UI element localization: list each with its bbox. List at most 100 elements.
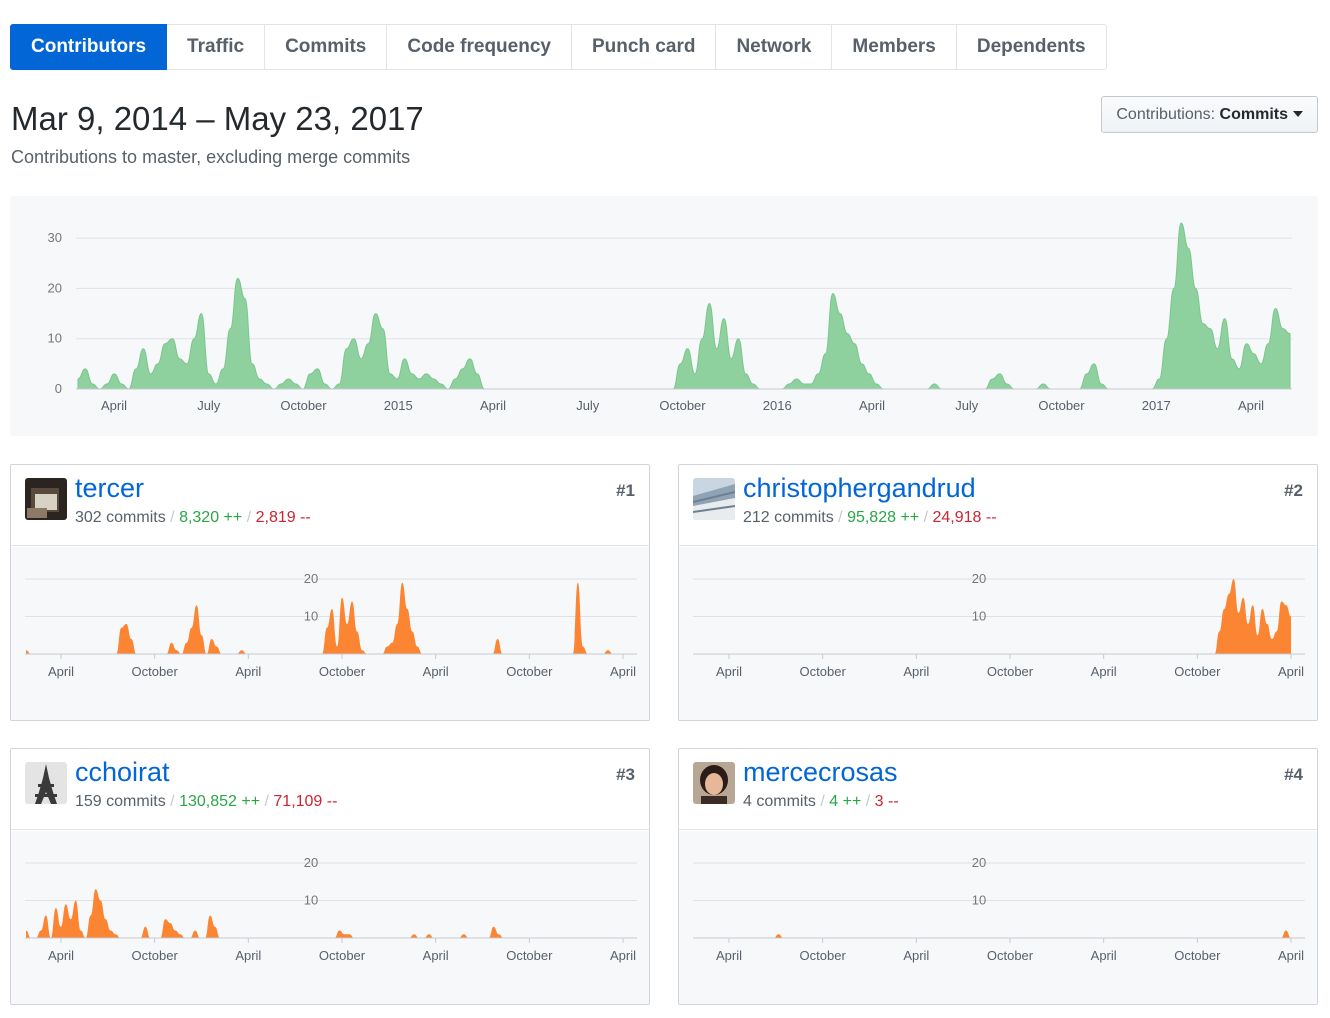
series-area [26, 889, 623, 938]
x-tick-label: April [480, 398, 506, 413]
contributor-chart[interactable]: 10 20 April October April October April October… [11, 547, 649, 720]
x-tick-label: October [987, 948, 1034, 963]
x-tick-label: October [506, 664, 553, 679]
x-tick-label: April [610, 948, 636, 963]
y-tick-label: 10 [972, 893, 986, 908]
contributions-select-value: Commits [1219, 106, 1288, 123]
avatar[interactable] [693, 478, 735, 520]
contributor-login[interactable]: cchoirat [75, 757, 170, 787]
main-commits-chart[interactable]: 0 10 20 30 April July October 2015 April July Octo… [10, 196, 1318, 436]
contributor-stats: 159 commits / 130,852 ++ / 71,109 -- [75, 793, 337, 811]
x-tick-label: April [1278, 664, 1304, 679]
x-tick-label: October [319, 664, 366, 679]
series-area [77, 222, 1291, 390]
x-tick-label: October [319, 948, 366, 963]
x-tick-label: April [101, 398, 127, 413]
avatar[interactable] [25, 478, 67, 520]
x-tick-label: October [506, 948, 553, 963]
x-tick-label: 2017 [1142, 398, 1171, 413]
x-tick-label: April [716, 948, 742, 963]
series-area [694, 579, 1291, 654]
y-tick-label: 10 [48, 331, 62, 346]
x-tick-label: October [280, 398, 327, 413]
tab-members[interactable]: Members [832, 24, 957, 70]
commit-count: 159 commits [75, 793, 166, 810]
separator: / [865, 793, 871, 810]
x-tick-label: April [1091, 948, 1117, 963]
contributor-rank: #1 [616, 481, 635, 500]
contributor-stats: 212 commits / 95,828 ++ / 24,918 -- [743, 509, 997, 527]
x-tick-label: April [716, 664, 742, 679]
series-area [26, 582, 623, 654]
contributor-chart[interactable]: 10 20 April October April October April October… [679, 547, 1317, 720]
tab-contributors[interactable]: Contributors [10, 24, 168, 70]
avatar[interactable] [693, 762, 735, 804]
avatar[interactable] [25, 762, 67, 804]
x-tick-label: April [48, 664, 74, 679]
x-tick-label: April [1278, 948, 1304, 963]
contributor-chart[interactable]: 10 20 April October April October April October… [679, 831, 1317, 1004]
separator: / [170, 509, 175, 526]
tab-punch-card[interactable]: Punch card [571, 24, 717, 70]
contributor-login[interactable]: christophergandrud [743, 473, 976, 503]
separator: / [820, 793, 825, 810]
contributor-card: mercecrosas 4 commits / 4 ++ / 3 -- #4 1… [678, 748, 1318, 1005]
x-tick-label: April [48, 948, 74, 963]
x-tick-label: April [1091, 664, 1117, 679]
separator: / [246, 509, 252, 526]
y-tick-label: 20 [972, 855, 986, 870]
y-tick-label: 20 [304, 571, 318, 586]
x-tick-label: 2016 [763, 398, 792, 413]
deletions-count: 2,819 -- [255, 509, 311, 526]
x-tick-label: April [610, 664, 636, 679]
contributor-card-header: tercer 302 commits / 8,320 ++ / 2,819 --… [11, 465, 649, 546]
x-tick-label: October [132, 948, 179, 963]
commit-count: 4 commits [743, 793, 816, 810]
y-tick-label: 10 [304, 893, 318, 908]
contributor-chart-svg: 10 20 April October April October April October… [25, 571, 637, 679]
separator: / [838, 509, 843, 526]
separator: / [923, 509, 929, 526]
contributor-chart-svg: 10 20 April October April October April October… [25, 855, 637, 963]
tab-code-frequency[interactable]: Code frequency [387, 24, 572, 70]
contributor-stats: 302 commits / 8,320 ++ / 2,819 -- [75, 509, 311, 527]
contributor-chart-svg: 10 20 April October April October April October… [693, 855, 1305, 963]
commit-count: 212 commits [743, 509, 834, 526]
contributor-card-header: mercecrosas 4 commits / 4 ++ / 3 -- #4 [679, 749, 1317, 830]
contributor-login[interactable]: mercecrosas [743, 757, 898, 787]
deletions-count: 24,918 -- [932, 509, 997, 526]
contributor-card: cchoirat 159 commits / 130,852 ++ / 71,1… [10, 748, 650, 1005]
contributor-rank: #4 [1284, 765, 1303, 784]
x-tick-label: April [903, 664, 929, 679]
additions-count: 8,320 ++ [179, 509, 243, 526]
y-tick-label: 0 [55, 381, 62, 396]
contributor-chart-svg: 10 20 April October April October April October… [693, 571, 1305, 679]
x-tick-label: April [235, 948, 261, 963]
series-area [694, 930, 1291, 938]
contributor-stats: 4 commits / 4 ++ / 3 -- [743, 793, 899, 811]
y-tick-label: 10 [304, 609, 318, 624]
deletions-count: 3 -- [874, 793, 899, 810]
x-tick-label: October [132, 664, 179, 679]
contributor-rank: #2 [1284, 481, 1303, 500]
x-tick-label: July [955, 398, 979, 413]
date-range-title: Mar 9, 2014 – May 23, 2017 [11, 100, 424, 137]
separator: / [264, 793, 269, 810]
contributor-card-header: christophergandrud 212 commits / 95,828 … [679, 465, 1317, 546]
x-tick-label: October [800, 664, 847, 679]
y-tick-label: 20 [972, 571, 986, 586]
x-tick-label: October [987, 664, 1034, 679]
tab-network[interactable]: Network [716, 24, 833, 70]
x-tick-label: April [235, 664, 261, 679]
contributor-chart[interactable]: 10 20 April October April October April October… [11, 831, 649, 1004]
tab-traffic[interactable]: Traffic [167, 24, 266, 70]
additions-count: 4 ++ [829, 793, 862, 810]
contributions-type-select[interactable]: Contributions: Commits [1101, 96, 1318, 133]
tab-commits[interactable]: Commits [265, 24, 388, 70]
x-tick-label: July [197, 398, 221, 413]
x-tick-label: October [1038, 398, 1085, 413]
x-tick-label: April [859, 398, 885, 413]
main-chart-svg: 0 10 20 30 April July October 2015 April July Octo… [48, 222, 1292, 413]
contributor-login[interactable]: tercer [75, 473, 145, 503]
tab-dependents[interactable]: Dependents [956, 24, 1107, 70]
